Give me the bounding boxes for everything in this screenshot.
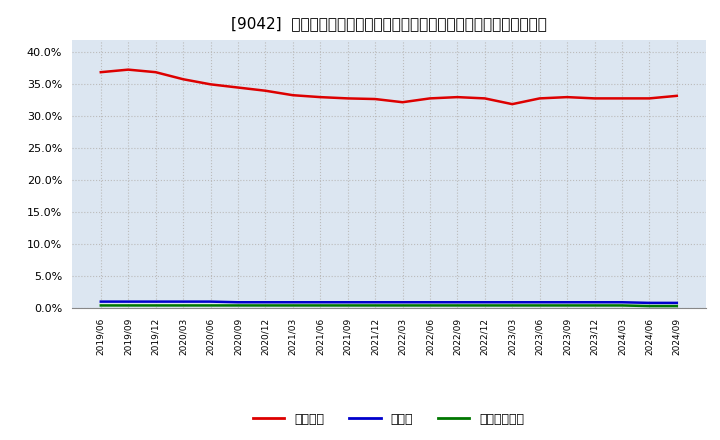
Title: [9042]  自己資本、のれん、繰延税金資産の総資産に対する比率の推移: [9042] 自己資本、のれん、繰延税金資産の総資産に対する比率の推移 [231, 16, 546, 32]
Legend: 自己資本, のれん, 繰延税金資産: 自己資本, のれん, 繰延税金資産 [248, 407, 529, 431]
